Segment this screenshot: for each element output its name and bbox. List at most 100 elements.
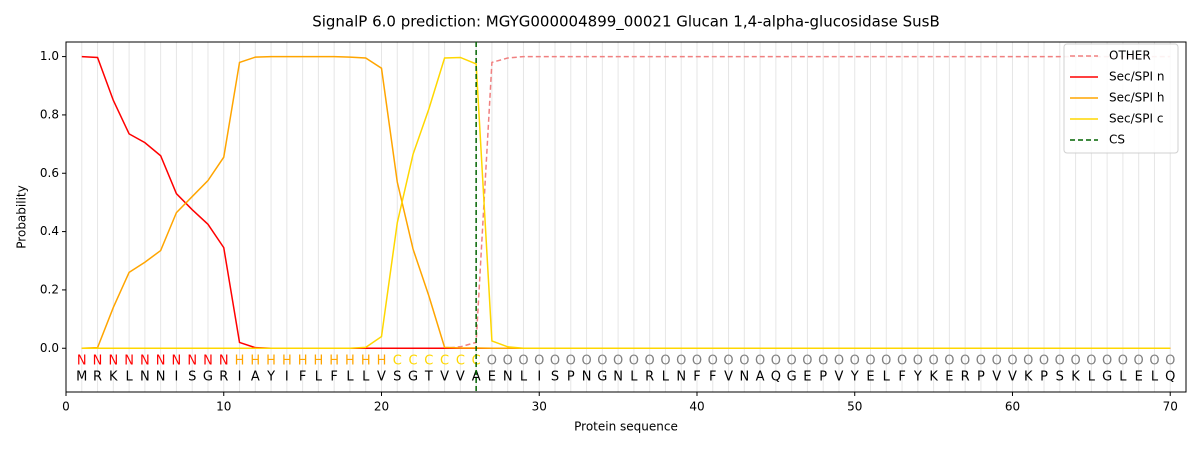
region-label: O [613, 354, 623, 369]
residue: V [456, 370, 465, 385]
residue: N [739, 370, 749, 385]
residue: L [315, 370, 323, 385]
region-label: O [913, 354, 923, 369]
region-label: O [976, 354, 986, 369]
region-label: O [928, 354, 938, 369]
x-tick-label: 0 [62, 400, 70, 414]
y-tick-label: 0.8 [40, 107, 59, 121]
residue: R [219, 370, 228, 385]
region-label: C [472, 354, 481, 369]
region-label: H [282, 354, 292, 369]
region-label: O [1134, 354, 1144, 369]
x-tick-label: 70 [1163, 400, 1178, 414]
legend-label: Sec/SPI h [1109, 91, 1164, 105]
region-label: H [266, 354, 276, 369]
region-label: O [1102, 354, 1112, 369]
residue: I [537, 370, 541, 385]
region-label: H [345, 354, 355, 369]
region-label: C [456, 354, 465, 369]
residue: R [645, 370, 654, 385]
region-label: O [550, 354, 560, 369]
x-tick-label: 50 [847, 400, 862, 414]
residue: L [362, 370, 370, 385]
region-label: O [629, 354, 639, 369]
residue: N [582, 370, 592, 385]
residue: K [929, 370, 938, 385]
x-tick-label: 40 [689, 400, 704, 414]
residue: Q [771, 370, 781, 385]
residue: F [693, 370, 700, 385]
region-label: O [960, 354, 970, 369]
region-label: H [298, 354, 308, 369]
legend-label: OTHER [1109, 49, 1151, 63]
residue: F [898, 370, 905, 385]
region-label: H [250, 354, 260, 369]
series-line [81, 56, 1171, 349]
region-label: O [676, 354, 686, 369]
region-label: O [1118, 354, 1128, 369]
residue: M [76, 370, 87, 385]
residue: V [377, 370, 386, 385]
legend-box [1063, 43, 1179, 154]
region-label: O [1039, 354, 1049, 369]
region-label: O [992, 354, 1002, 369]
residue: S [551, 370, 559, 385]
region-label: C [424, 354, 433, 369]
y-axis-label: Probability [15, 185, 29, 248]
legend-label: CS [1109, 133, 1125, 147]
residue: L [1119, 370, 1127, 385]
region-label: O [534, 354, 544, 369]
region-label: N [203, 354, 213, 369]
region-label: N [187, 354, 197, 369]
region-label: O [818, 354, 828, 369]
y-tick-label: 0.4 [40, 224, 59, 238]
region-label: O [566, 354, 576, 369]
region-label: O [581, 354, 591, 369]
y-tick-label: 0.6 [40, 166, 59, 180]
residue: Q [1165, 370, 1175, 385]
residue: F [709, 370, 716, 385]
region-label: O [1007, 354, 1017, 369]
residue: A [472, 370, 481, 385]
series-line [81, 55, 1171, 349]
residue: S [188, 370, 196, 385]
region-label: O [1055, 354, 1065, 369]
residue: S [1056, 370, 1064, 385]
residue: A [251, 370, 260, 385]
residue: K [1071, 370, 1080, 385]
residue: K [109, 370, 118, 385]
legend-label: Sec/SPI c [1109, 112, 1163, 126]
y-tick-label: 0.0 [40, 341, 59, 355]
residue: V [440, 370, 449, 385]
region-label: C [409, 354, 418, 369]
residue: R [961, 370, 970, 385]
region-label: N [219, 354, 229, 369]
region-label: O [802, 354, 812, 369]
residue: A [756, 370, 765, 385]
region-label: O [1165, 354, 1175, 369]
region-label: O [1070, 354, 1080, 369]
region-label: N [140, 354, 150, 369]
region-label: O [771, 354, 781, 369]
region-label: O [503, 354, 513, 369]
residue: L [520, 370, 528, 385]
residue: E [488, 370, 496, 385]
x-tick-label: 60 [1005, 400, 1020, 414]
region-label: O [597, 354, 607, 369]
region-label: O [834, 354, 844, 369]
residue: L [346, 370, 354, 385]
residue: I [175, 370, 179, 385]
residue: S [393, 370, 401, 385]
region-label: O [692, 354, 702, 369]
x-tick-label: 10 [216, 400, 231, 414]
region-label: O [645, 354, 655, 369]
region-label: N [108, 354, 118, 369]
region-label: O [865, 354, 875, 369]
region-label: O [487, 354, 497, 369]
legend-label: Sec/SPI n [1109, 70, 1164, 84]
region-label: C [440, 354, 449, 369]
residue: L [630, 370, 638, 385]
residue: E [1135, 370, 1143, 385]
